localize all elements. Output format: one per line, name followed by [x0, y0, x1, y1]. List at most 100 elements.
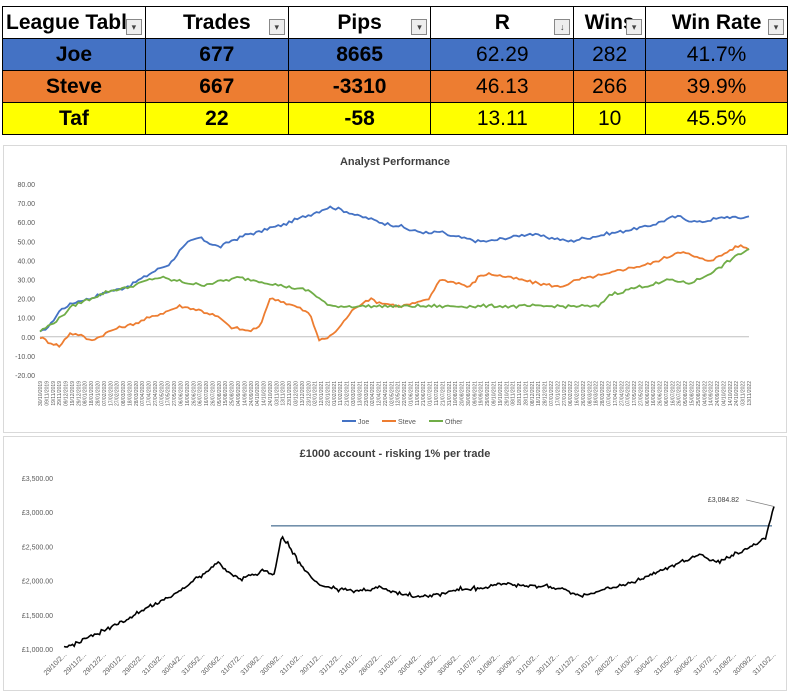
x-tick-label: 29/11/2019 — [57, 381, 63, 406]
x-tick-label: 06/06/2020 — [179, 381, 185, 406]
x-tick-label: 19/12/2019 — [70, 381, 76, 406]
x-tick-label: 19/10/2021 — [498, 381, 504, 406]
x-tick-label: 24/09/2022 — [715, 381, 721, 406]
x-tick-label: 01/06/2021 — [408, 381, 414, 406]
legend-label-steve: Steve — [398, 419, 416, 426]
x-tick-label: 17/02/2020 — [108, 381, 114, 406]
x-tick-label: 15/08/2022 — [690, 381, 696, 406]
cell-name: Steve — [2, 70, 146, 103]
column-header-label: Win Rate — [671, 10, 762, 34]
y-tick-label: 50.00 — [17, 239, 35, 246]
table-row: Joe 677 8665 62.29 282 41.7% — [2, 38, 788, 71]
x-tick-label: 27/04/2022 — [619, 381, 625, 406]
column-header-label: Pips — [337, 10, 382, 34]
cell-trades: 22 — [144, 102, 289, 135]
x-tick-label: 18/03/2020 — [127, 381, 133, 406]
chart-title: Analyst Performance — [340, 156, 450, 168]
y-tick-label: 30.00 — [17, 278, 35, 285]
cell-wins: 282 — [573, 38, 647, 71]
filter-dropdown-icon[interactable]: ▾ — [411, 19, 428, 35]
x-tick-label: 04/10/2022 — [721, 381, 727, 406]
legend-label-other: Other — [445, 419, 463, 426]
cell-r: 13.11 — [430, 102, 575, 135]
x-tick-label: 11/02/2021 — [338, 381, 344, 406]
x-tick-label: 28/12/2021 — [543, 381, 549, 406]
account-svg: £1000 account - risking 1% per trade £3,5… — [22, 448, 778, 677]
y-tick-label: £3,000.00 — [22, 510, 53, 517]
x-tick-label: 03/03/2021 — [351, 381, 357, 406]
x-tick-label: 30/10/2019 — [38, 381, 44, 406]
filter-dropdown-icon[interactable]: ▾ — [768, 19, 784, 35]
annotation-leader-line — [745, 499, 775, 507]
x-tick-label: 26/06/2022 — [658, 381, 664, 406]
x-tick-label: 28/11/2021 — [523, 381, 529, 406]
x-tick-label: 20/08/2021 — [460, 381, 466, 406]
x-tick-label: 05/08/2020 — [217, 381, 223, 406]
y-tick-label: 70.00 — [17, 201, 35, 208]
y-tick-label: -10.00 — [15, 354, 35, 361]
x-tick-label: 31/07/2021 — [447, 381, 453, 406]
x-tick-label: 03/11/2020 — [274, 381, 280, 406]
x-tick-label: 15/08/2020 — [223, 381, 229, 406]
x-tick-label: 18/11/2021 — [517, 381, 523, 406]
x-tick-label: 16/06/2020 — [185, 381, 191, 406]
x-tick-label: 07/05/2020 — [159, 381, 165, 406]
x-tick-label: 11/07/2021 — [434, 381, 440, 406]
x-tick-label: 12/05/2021 — [396, 381, 402, 406]
x-tick-label: 04/10/2020 — [255, 381, 261, 406]
x-tick-label: 28/03/2022 — [600, 381, 606, 406]
cell-pips: 8665 — [287, 38, 432, 71]
x-tick-label: 08/03/2020 — [121, 381, 127, 406]
x-tick-label: 14/09/2020 — [242, 381, 248, 406]
cell-pips: -3310 — [287, 70, 432, 103]
x-tick-label: 25/08/2020 — [230, 381, 236, 406]
filter-dropdown-icon[interactable]: ▾ — [125, 19, 142, 35]
cell-trades: 667 — [144, 70, 289, 103]
x-tick-label: 18/12/2021 — [536, 381, 542, 406]
cell-win-rate: 39.9% — [645, 70, 788, 103]
x-tick-label: 07/05/2022 — [626, 381, 632, 406]
x-tick-label: 26/07/2020 — [210, 381, 216, 406]
cell-wins: 10 — [573, 102, 647, 135]
analyst-performance-chart: Analyst Performance 80.00 70.00 60.00 50.00 4… — [3, 145, 787, 433]
filter-dropdown-icon[interactable]: ▾ — [626, 19, 643, 35]
account-balance-line — [63, 506, 775, 648]
cell-name: Taf — [2, 102, 146, 135]
x-tick-label: 16/07/2020 — [204, 381, 210, 406]
x-tick-label: 05/08/2022 — [683, 381, 689, 406]
table-row: Taf 22 -58 13.11 10 45.5% — [2, 102, 788, 135]
x-tick-label: 24/09/2020 — [249, 381, 255, 406]
filter-dropdown-icon[interactable]: ↓ — [554, 19, 571, 35]
x-tick-label: 23/12/2020 — [306, 381, 312, 406]
filter-dropdown-icon[interactable]: ▾ — [268, 19, 285, 35]
x-tick-label: 06/06/2022 — [645, 381, 651, 406]
x-tick-label: 08/12/2021 — [530, 381, 536, 406]
x-tick-label: 26/02/2022 — [581, 381, 587, 406]
x-tick-label: 02/04/2021 — [370, 381, 376, 406]
x-tick-label: 06/02/2022 — [568, 381, 574, 406]
x-tick-label: 09/09/2021 — [472, 381, 478, 406]
y-tick-label: 40.00 — [17, 258, 35, 265]
x-tick-label: 01/07/2021 — [428, 381, 434, 406]
cell-name: Joe — [2, 38, 146, 71]
x-tick-label: 22/04/2021 — [383, 381, 389, 406]
x-tick-label: 18/03/2022 — [594, 381, 600, 406]
account-chart: £1000 account - risking 1% per trade £3,5… — [3, 436, 787, 691]
column-header-league: League Tabl ▾ — [2, 6, 146, 39]
x-tick-label: 26/07/2022 — [677, 381, 683, 406]
x-tick-label: 07/02/2020 — [102, 381, 108, 406]
x-tick-label: 17/04/2020 — [147, 381, 153, 406]
x-tick-label: 13/11/2022 — [747, 381, 753, 406]
x-tick-label: 02/05/2021 — [389, 381, 395, 406]
legend-label-joe: Joe — [358, 419, 369, 426]
x-tick-label: 22/05/2021 — [402, 381, 408, 406]
y-tick-label: £1,000.00 — [22, 647, 53, 654]
analyst-performance-svg: Analyst Performance 80.00 70.00 60.00 50.00 4… — [15, 156, 753, 426]
y-tick-label: £1,500.00 — [22, 613, 53, 620]
x-tick-label: 28/03/2020 — [134, 381, 140, 406]
x-tick-label: 13/11/2020 — [281, 381, 287, 406]
x-tick-label: 14/10/2020 — [262, 381, 268, 406]
column-header-label: Wins — [584, 10, 635, 34]
final-value-annotation: £3,084.82 — [708, 497, 739, 504]
x-tick-label: 03/12/2020 — [293, 381, 299, 406]
